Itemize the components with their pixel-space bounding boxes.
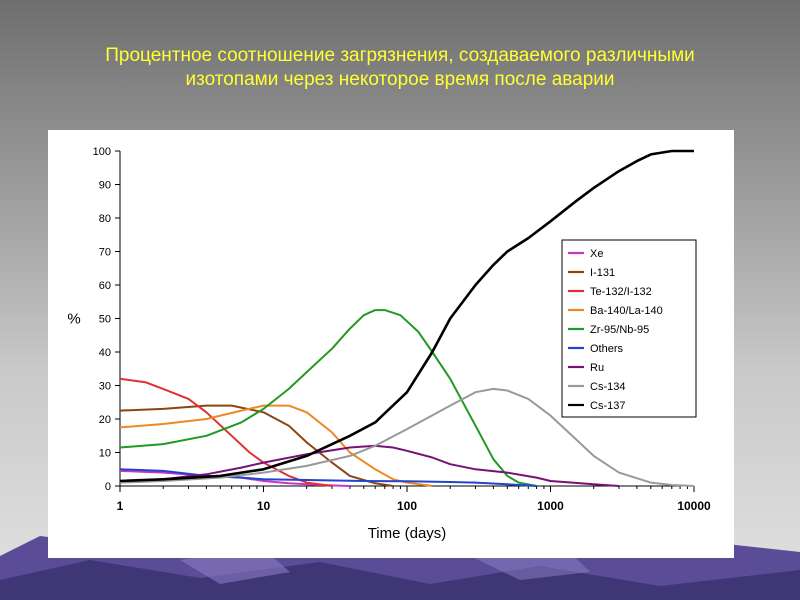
y-tick-label: 80	[99, 213, 111, 225]
x-tick-label: 10000	[677, 499, 711, 513]
series-line-ba-140-la-140	[119, 404, 433, 487]
legend-label: Zr-95/Nb-95	[590, 324, 649, 336]
y-tick-label: 50	[99, 314, 111, 326]
x-tick-label: 1	[117, 499, 124, 513]
legend-label: Others	[590, 343, 624, 355]
series-line-zr-95-nb-95	[119, 309, 537, 487]
y-tick-label: 40	[99, 347, 111, 359]
slide-title: Процентное соотношение загрязнения, созд…	[20, 44, 780, 92]
y-tick-label: 70	[99, 247, 111, 259]
legend-label: Te-132/I-132	[590, 286, 652, 298]
legend-label: I-131	[590, 267, 615, 279]
legend-label: Ru	[590, 362, 604, 374]
legend-label: Cs-134	[590, 381, 625, 393]
y-axis-label: %	[67, 311, 80, 328]
x-tick-label: 100	[397, 499, 417, 513]
slide-title-line-2: изотопами через некоторое время после ав…	[185, 69, 615, 90]
y-tick-label: 100	[93, 146, 111, 158]
legend-box	[561, 239, 697, 418]
x-tick-label: 1000	[537, 499, 564, 513]
y-tick-label: 0	[105, 481, 111, 493]
series-line-cs-137	[119, 149, 694, 483]
legend-label: Ba-140/La-140	[590, 305, 663, 317]
chart-panel: 0 10 20 30 40 50 60 70 80 90 100 1 10 100 1000 10000 Tim…	[48, 130, 734, 558]
y-tick-label: 60	[99, 280, 111, 292]
series-line-ru	[119, 444, 620, 487]
x-axis-label: Time (days)	[368, 525, 447, 542]
legend-label: Cs-137	[590, 400, 625, 412]
y-tick-label: 10	[99, 448, 111, 460]
y-tick-label: 90	[99, 180, 111, 192]
series-line-te-132-i-132	[119, 377, 333, 487]
series-line-i-131	[119, 404, 394, 487]
y-tick-label: 20	[99, 414, 111, 426]
y-tick-label: 30	[99, 381, 111, 393]
x-tick-label: 10	[257, 499, 271, 513]
slide-title-line-1: Процентное соотношение загрязнения, созд…	[105, 45, 695, 66]
series-line-cs-134	[119, 387, 695, 487]
legend-label: Xe	[590, 248, 603, 260]
